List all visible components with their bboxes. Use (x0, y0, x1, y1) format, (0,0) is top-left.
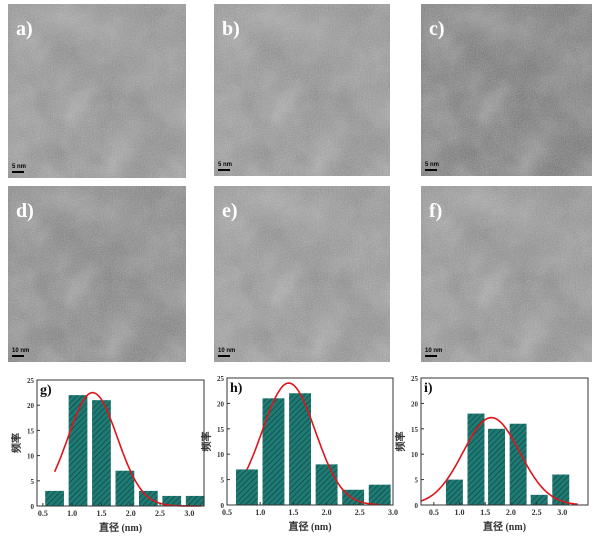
panel-label: c) (429, 18, 445, 40)
y-axis-label: 频率 (200, 432, 213, 452)
scale-bar: 5 nm (12, 164, 26, 173)
gaussian-fit-curve (246, 382, 380, 506)
scale-bar: 10 nm (12, 348, 29, 357)
y-axis-label: 频率 (10, 433, 23, 453)
x-tick-label: 3.0 (557, 508, 567, 517)
bar (235, 469, 258, 505)
panel-label: g) (40, 383, 52, 398)
panel-label: i) (424, 381, 433, 396)
x-tick-label: 3.0 (388, 508, 398, 517)
tem-image-e: e) 10 nm (214, 186, 390, 362)
scale-bar: 5 nm (218, 162, 232, 171)
panel-label: f) (429, 200, 443, 222)
bar (530, 494, 548, 505)
y-axis-label: 频率 (394, 432, 407, 452)
y-tick-label: 10 (27, 453, 35, 461)
scale-bar: 10 nm (425, 348, 442, 357)
x-tick-label: 0.5 (38, 509, 48, 518)
panel-label: d) (16, 200, 34, 222)
x-tick-label: 2.0 (126, 509, 136, 518)
tem-image-f: f) 10 nm (421, 186, 592, 362)
tem-image-d: d) 10 nm (8, 186, 186, 362)
x-tick-label: 1.0 (67, 509, 77, 518)
scale-bar: 10 nm (218, 348, 235, 357)
x-tick-label: 0.5 (222, 508, 232, 517)
bar (45, 490, 64, 506)
x-tick-label: 2.5 (355, 508, 365, 517)
x-tick-label: 1.5 (480, 508, 490, 517)
x-tick-label: 3.0 (184, 509, 194, 518)
histogram-i: 0.5 1.0 1.5 2.0 2.5 3.0 0 5 10 15 20 25 直径 (nm) 频率 i) (394, 375, 589, 533)
bar (92, 400, 111, 506)
bar (552, 474, 570, 505)
panel-label: a) (16, 18, 33, 40)
panel-label: e) (222, 200, 238, 222)
y-tick-label: 15 (411, 426, 419, 434)
y-tick-label: 25 (27, 377, 35, 385)
bar (368, 484, 391, 505)
y-tick-label: 5 (415, 477, 419, 485)
bar (488, 428, 506, 505)
histogram-g: 0.5 1.0 1.5 2.0 2.5 3.0 0 5 10 15 20 25 直径 (nm) 频率 g) (10, 377, 205, 534)
y-tick-label: 5 (221, 477, 225, 485)
tem-image-c: c) 5 nm (421, 4, 592, 176)
x-tick-label: 0.5 (429, 508, 439, 517)
bar (115, 470, 135, 506)
bar (509, 423, 527, 505)
y-tick-label: 15 (217, 426, 225, 434)
x-tick-label: 2.0 (506, 508, 516, 517)
tem-image-b: b) 5 nm (214, 4, 390, 176)
x-axis-label: 直径 (nm) (288, 520, 331, 533)
x-tick-label: 1.5 (288, 508, 298, 517)
y-tick-label: 0 (221, 502, 225, 510)
plot-frame (36, 379, 205, 507)
y-tick-label: 20 (27, 402, 35, 410)
scale-bar: 5 nm (425, 162, 439, 171)
y-tick-label: 0 (31, 503, 35, 511)
bar (445, 479, 463, 505)
histogram-h: 0.5 1.0 1.5 2.0 2.5 3.0 0 5 10 15 20 25 直径 (nm) 频率 h) (200, 375, 398, 533)
x-tick-label: 1.0 (455, 508, 465, 517)
y-tick-label: 5 (31, 478, 35, 486)
x-tick-label: 1.0 (255, 508, 265, 517)
bar (262, 398, 285, 505)
y-tick-label: 20 (411, 400, 419, 408)
plot-frame (226, 377, 394, 506)
x-axis-label: 直径 (nm) (483, 520, 526, 533)
x-axis-label: 直径 (nm) (99, 521, 142, 534)
bar (289, 393, 311, 505)
plot-frame (420, 377, 589, 506)
y-tick-label: 10 (411, 451, 419, 459)
bar (467, 413, 485, 505)
y-tick-label: 10 (217, 451, 225, 459)
y-tick-label: 25 (411, 375, 419, 383)
bar (162, 495, 182, 506)
bar (185, 495, 205, 506)
x-tick-label: 2.5 (532, 508, 542, 517)
bar (138, 490, 158, 506)
y-tick-label: 15 (27, 427, 35, 435)
y-tick-label: 20 (217, 400, 225, 408)
y-tick-label: 0 (415, 502, 419, 510)
bar (315, 464, 338, 505)
x-tick-label: 1.5 (96, 509, 106, 518)
gaussian-fit-curve (420, 416, 578, 505)
x-tick-label: 2.5 (155, 509, 165, 518)
panel-label: b) (222, 18, 240, 40)
x-tick-label: 2.0 (322, 508, 332, 517)
panel-label: h) (230, 381, 243, 396)
y-tick-label: 25 (217, 375, 225, 383)
tem-image-a: a) 5 nm (8, 4, 186, 178)
